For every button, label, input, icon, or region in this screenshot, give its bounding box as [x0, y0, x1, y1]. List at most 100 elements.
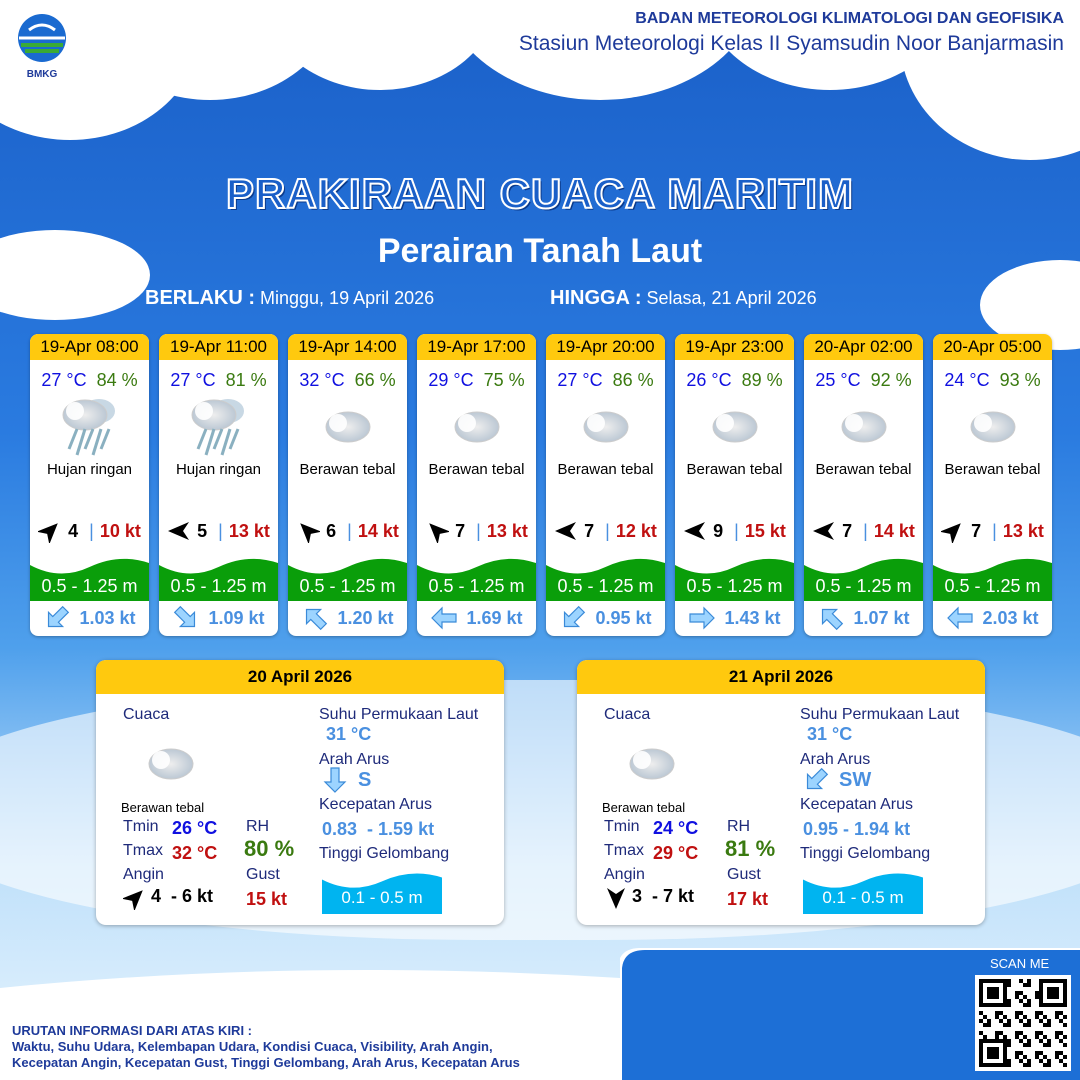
humidity: 66 % [354, 370, 396, 390]
current-direction-icon [689, 606, 716, 630]
legend-title: URUTAN INFORMASI DARI ATAS KIRI : [12, 1023, 252, 1038]
wind-direction-icon [684, 522, 706, 540]
wave-height-value: 0.5 - 1.25 m [41, 576, 138, 596]
overcast-cloud-icon [629, 748, 675, 780]
gust-speed: 13 kt [228, 520, 270, 541]
forecast-card: 20-Apr 02:00 25 °C 92 % Berawan tebal 7 … [804, 334, 923, 636]
gust-value: 15 kt [246, 889, 288, 909]
wave-height: 0.5 - 1.25 m [933, 551, 1052, 601]
current-direction-icon [323, 767, 347, 793]
forecast-time: 19-Apr 08:00 [30, 334, 149, 360]
wind-direction-icon [607, 888, 625, 909]
forecast-card: 19-Apr 11:00 27 °C 81 % Hujan ringan 5 |… [159, 334, 278, 636]
wave-label: Tinggi Gelombang [800, 845, 931, 862]
valid-from-label: BERLAKU : [145, 287, 255, 309]
weather-condition: Berawan tebal [428, 461, 525, 478]
current-direction-icon [48, 605, 70, 628]
valid-to: HINGGA : Selasa, 21 April 2026 [550, 287, 817, 310]
wind-speed: 7 [584, 520, 595, 541]
rh-value: 81 % [725, 836, 776, 861]
humidity: 84 % [96, 370, 138, 390]
air-temperature: 29 °C [428, 370, 474, 390]
current-speed: 1.20 kt [337, 607, 394, 628]
forecast-time: 19-Apr 14:00 [288, 334, 407, 360]
tmax-value: 32 °C [172, 843, 218, 863]
weather-condition: Berawan tebal [815, 461, 912, 478]
current-speed-range: 0.83 - 1.59 kt [322, 819, 435, 839]
wind-direction-icon [555, 522, 577, 540]
light-rain-icon [62, 399, 115, 456]
forecast-card: 20-Apr 05:00 24 °C 93 % Berawan tebal 7 … [933, 334, 1052, 636]
current-direction-icon [431, 606, 458, 630]
wave-height-value: 0.1 - 0.5 m [341, 888, 423, 907]
tmin-label: Tmin [123, 818, 159, 835]
current-speed: 1.69 kt [466, 607, 523, 628]
wave-height: 0.5 - 1.25 m [546, 551, 665, 601]
legend-line: Kecepatan Angin, Kecepatan Gust, Tinggi … [12, 1055, 520, 1070]
sst-value: 31 °C [807, 724, 853, 744]
gust-speed: 14 kt [873, 520, 915, 541]
wave-height-value: 0.5 - 1.25 m [428, 576, 525, 596]
wave-height: 0.5 - 1.25 m [675, 551, 794, 601]
current-direction-label: Arah Arus [800, 751, 871, 768]
overcast-cloud-icon [712, 411, 757, 443]
daily-summary-panel: 20 April 2026 Cuaca Berawan tebal Tmin 2… [96, 660, 504, 925]
wave-height-value: 0.1 - 0.5 m [822, 888, 904, 907]
valid-from-date: Minggu, 19 April 2026 [260, 288, 435, 308]
wind-speed: 6 [326, 520, 337, 541]
wind-direction-icon [168, 522, 190, 540]
air-temperature: 24 °C [944, 370, 990, 390]
air-temperature: 25 °C [815, 370, 861, 390]
forecast-time: 19-Apr 11:00 [159, 334, 278, 360]
humidity: 81 % [225, 370, 267, 390]
page-subtitle: Perairan Tanah Laut [377, 232, 703, 270]
gust-speed: 15 kt [744, 520, 786, 541]
daily-summary-panel: 21 April 2026 Cuaca Berawan tebal Tmin 2… [577, 660, 985, 925]
current-direction-icon [806, 767, 829, 790]
wind-direction-icon [429, 523, 450, 543]
daily-wind-speed: 3 - 7 kt [632, 886, 695, 906]
current-direction-value: SW [839, 769, 872, 791]
forecast-card: 19-Apr 23:00 26 °C 89 % Berawan tebal 9 … [675, 334, 794, 636]
current-speed: 1.09 kt [208, 607, 265, 628]
light-rain-icon [191, 399, 244, 456]
humidity: 93 % [999, 370, 1041, 390]
current-speed-label: Kecepatan Arus [800, 796, 913, 813]
overcast-cloud-icon [841, 411, 886, 443]
overcast-cloud-icon [325, 411, 370, 443]
wave-height: 0.5 - 1.25 m [417, 551, 536, 601]
wind-direction-icon [38, 523, 58, 543]
current-direction-icon [947, 606, 974, 630]
footer-wave [0, 948, 1080, 1080]
overcast-cloud-icon [148, 748, 194, 780]
valid-from: BERLAKU : Minggu, 19 April 2026 [145, 287, 434, 310]
logo-text: BMKG [26, 69, 58, 80]
gust-speed: 12 kt [615, 520, 657, 541]
forecast-card: 19-Apr 17:00 29 °C 75 % Berawan tebal 7 … [417, 334, 536, 636]
wind-direction-icon [300, 523, 321, 543]
station-name: Stasiun Meteorologi Kelas II Syamsudin N… [518, 32, 1064, 55]
daily-wind-speed: 4 - 6 kt [151, 886, 214, 906]
humidity: 86 % [612, 370, 654, 390]
gust-speed: 13 kt [486, 520, 528, 541]
daily-date: 21 April 2026 [577, 660, 985, 694]
current-speed-label: Kecepatan Arus [319, 796, 432, 813]
weather-condition: Hujan ringan [175, 461, 262, 478]
bmkg-logo: BMKG [14, 12, 70, 80]
wind-direction-icon [121, 890, 143, 912]
rh-label: RH [727, 818, 751, 835]
info-order-legend: URUTAN INFORMASI DARI ATAS KIRI : Waktu,… [12, 1023, 520, 1071]
page-title: PRAKIRAAN CUACA MARITIM [225, 169, 855, 218]
tmax-value: 29 °C [653, 843, 699, 863]
tmin-value: 26 °C [172, 818, 218, 838]
forecast-time: 19-Apr 17:00 [417, 334, 536, 360]
overcast-cloud-icon [583, 411, 628, 443]
rh-value: 80 % [244, 836, 295, 861]
qr-code[interactable] [975, 975, 1071, 1071]
forecast-time: 20-Apr 05:00 [933, 334, 1052, 360]
wind-direction-icon [941, 523, 961, 543]
wave-height-value: 0.5 - 1.25 m [299, 576, 396, 596]
gust-speed: 13 kt [1002, 520, 1044, 541]
daily-date: 20 April 2026 [96, 660, 504, 694]
wind-label: Angin [604, 866, 645, 883]
